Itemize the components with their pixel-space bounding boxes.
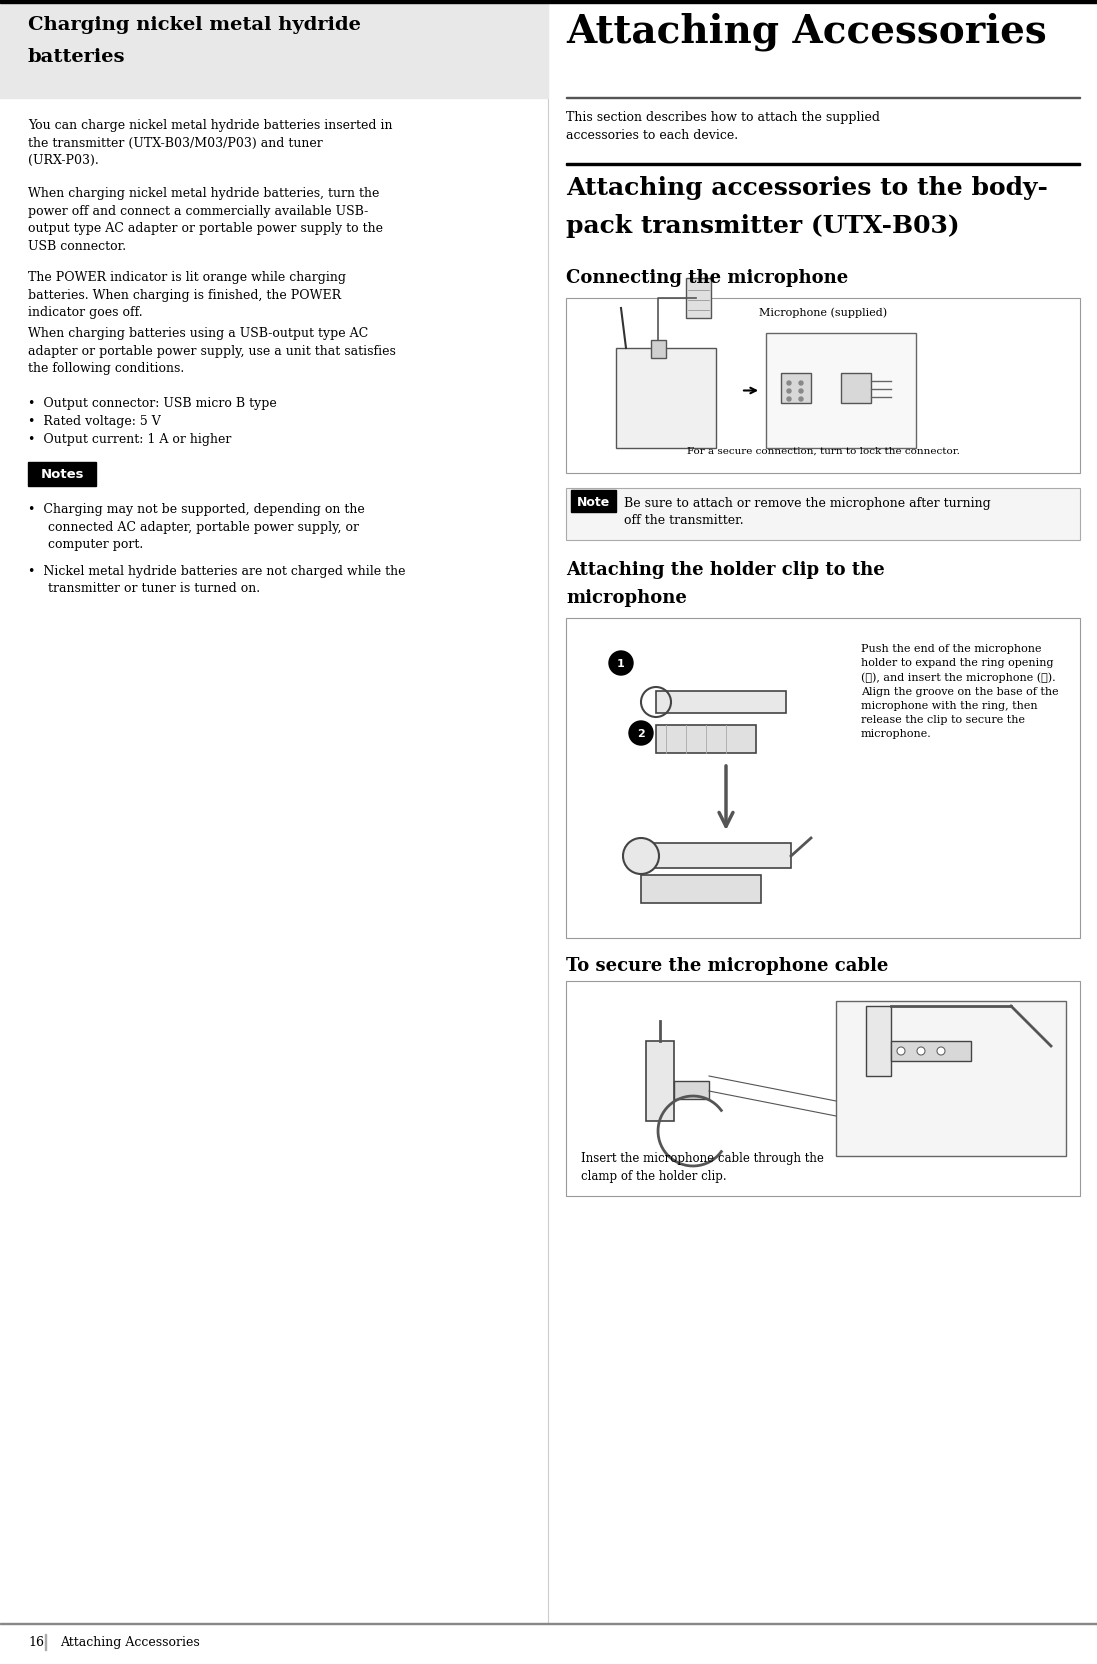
Text: Note: Note (577, 496, 610, 508)
Text: Push the end of the microphone
holder to expand the ring opening
(①), and insert: Push the end of the microphone holder to… (861, 644, 1059, 739)
Circle shape (623, 839, 659, 875)
Text: Connecting the microphone: Connecting the microphone (566, 270, 848, 286)
Bar (656, 692, 785, 714)
Text: This section describes how to attach the supplied
accessories to each device.: This section describes how to attach the… (566, 111, 880, 141)
Circle shape (897, 1047, 905, 1055)
Bar (781, 374, 811, 404)
Text: Attaching Accessories: Attaching Accessories (566, 12, 1047, 50)
Text: Microphone (supplied): Microphone (supplied) (759, 306, 887, 318)
Circle shape (787, 381, 791, 386)
Bar (641, 875, 761, 904)
Text: •  Rated voltage: 5 V: • Rated voltage: 5 V (29, 414, 161, 428)
Text: The POWER indicator is lit orange while charging
batteries. When charging is fin: The POWER indicator is lit orange while … (29, 271, 346, 319)
Circle shape (609, 652, 633, 676)
Text: 1: 1 (618, 659, 625, 669)
Text: Insert the microphone cable through the: Insert the microphone cable through the (581, 1151, 824, 1165)
Text: Notes: Notes (41, 468, 83, 481)
Bar (566, 489, 1081, 541)
Text: When charging nickel metal hydride batteries, turn the
power off and connect a c: When charging nickel metal hydride batte… (29, 186, 383, 253)
Text: •  Charging may not be supported, depending on the
     connected AC adapter, po: • Charging may not be supported, dependi… (29, 503, 364, 551)
Bar (572, 491, 617, 513)
Bar (566, 619, 1081, 938)
Text: Attaching Accessories: Attaching Accessories (60, 1636, 200, 1649)
Text: pack transmitter (UTX-B03): pack transmitter (UTX-B03) (566, 215, 960, 238)
Text: To secure the microphone cable: To secure the microphone cable (566, 957, 889, 975)
Text: •  Output current: 1 A or higher: • Output current: 1 A or higher (29, 433, 231, 446)
Bar (686, 280, 711, 319)
Circle shape (799, 381, 803, 386)
Bar (617, 349, 716, 449)
Text: clamp of the holder clip.: clamp of the holder clip. (581, 1170, 726, 1183)
Bar (766, 334, 916, 449)
Text: Attaching accessories to the body-: Attaching accessories to the body- (566, 176, 1048, 200)
Text: •  Output connector: USB micro B type: • Output connector: USB micro B type (29, 396, 276, 409)
Text: 16: 16 (29, 1636, 44, 1649)
Bar (674, 1082, 709, 1100)
Circle shape (787, 389, 791, 394)
Bar (841, 374, 871, 404)
Text: microphone: microphone (566, 589, 687, 607)
Text: batteries: batteries (29, 48, 125, 67)
Bar (891, 1042, 971, 1062)
Text: Be sure to attach or remove the microphone after turning: Be sure to attach or remove the micropho… (624, 496, 991, 509)
Bar (656, 726, 756, 754)
Circle shape (917, 1047, 925, 1055)
Circle shape (629, 722, 653, 745)
Bar (566, 163, 1081, 166)
Bar (866, 1007, 891, 1077)
Bar (836, 1002, 1066, 1156)
Bar (29, 463, 97, 486)
Text: For a secure connection, turn to lock the connector.: For a secure connection, turn to lock th… (687, 446, 960, 456)
Text: Charging nickel metal hydride: Charging nickel metal hydride (29, 17, 361, 33)
Circle shape (799, 398, 803, 401)
Bar (566, 982, 1081, 1196)
Bar (0, 3, 548, 98)
Text: 2: 2 (637, 729, 645, 739)
Circle shape (937, 1047, 945, 1055)
Circle shape (799, 389, 803, 394)
Bar (566, 300, 1081, 474)
Text: You can charge nickel metal hydride batteries inserted in
the transmitter (UTX-B: You can charge nickel metal hydride batt… (29, 118, 393, 166)
Text: •  Nickel metal hydride batteries are not charged while the
     transmitter or : • Nickel metal hydride batteries are not… (29, 564, 406, 596)
Text: Attaching the holder clip to the: Attaching the holder clip to the (566, 561, 885, 579)
Text: When charging batteries using a USB-output type AC
adapter or portable power sup: When charging batteries using a USB-outp… (29, 326, 396, 374)
Bar (651, 341, 666, 359)
Bar (0, 0, 1097, 3)
Bar (641, 844, 791, 869)
Circle shape (787, 398, 791, 401)
Bar (646, 1042, 674, 1122)
Text: off the transmitter.: off the transmitter. (624, 514, 744, 527)
